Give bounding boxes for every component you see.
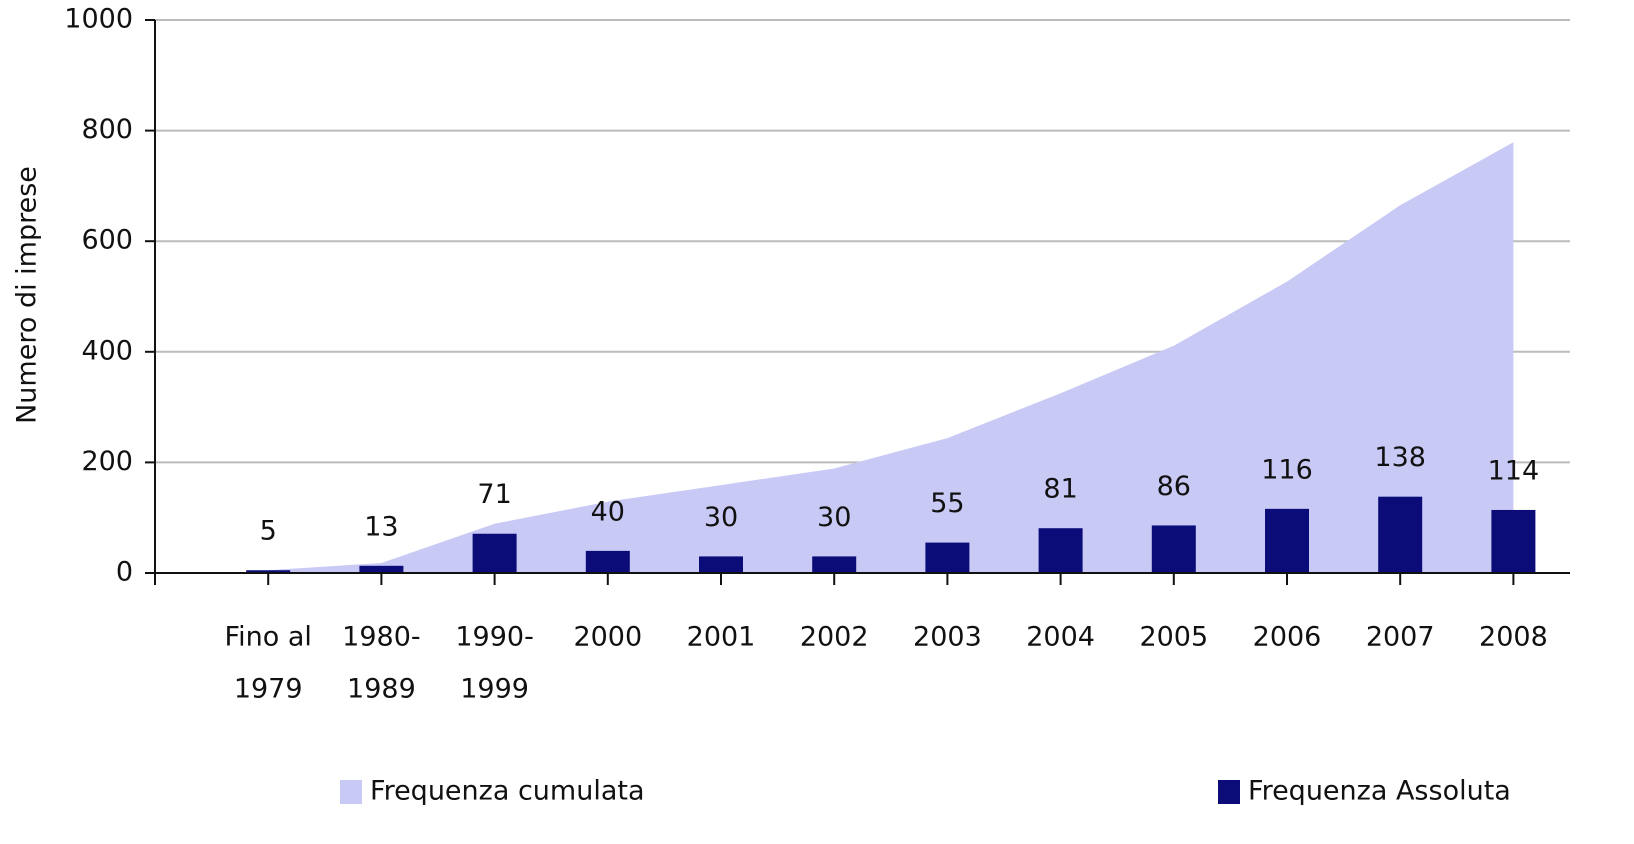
x-tick-label: Fino al (225, 622, 312, 653)
x-tick-label: 2005 (1139, 622, 1208, 653)
x-tick-label: 1980- (342, 622, 420, 653)
x-tick-label: 2007 (1366, 622, 1435, 653)
x-tick-label: 2008 (1479, 622, 1548, 653)
data-label: 81 (1043, 474, 1077, 505)
legend-swatch (1218, 780, 1240, 804)
legend-swatch (340, 780, 362, 804)
data-label: 30 (817, 502, 851, 533)
x-tick-label: 1999 (460, 674, 529, 705)
x-tick-label: 2006 (1253, 622, 1322, 653)
x-tick-label: 2002 (800, 622, 869, 653)
data-label: 55 (930, 488, 964, 519)
y-tick-label: 200 (81, 446, 133, 477)
legend-label: Frequenza Assoluta (1248, 776, 1511, 807)
data-label: 116 (1261, 454, 1313, 485)
y-axis-label: Numero di imprese (12, 166, 43, 424)
bar (812, 556, 857, 573)
x-tick-label: 2003 (913, 622, 982, 653)
bar (585, 550, 630, 573)
data-label: 40 (591, 496, 625, 527)
x-tick-label: 2000 (573, 622, 642, 653)
data-label: 13 (364, 511, 398, 542)
data-label: 86 (1157, 471, 1191, 502)
bar (1151, 525, 1196, 573)
bar (1378, 496, 1423, 573)
y-tick-label: 400 (81, 335, 133, 366)
bar (925, 542, 970, 573)
data-label: 71 (477, 479, 511, 510)
data-label: 5 (260, 516, 277, 547)
cumulative-area (268, 142, 1514, 573)
bar (472, 533, 517, 573)
bar (359, 565, 404, 573)
bar (1038, 528, 1083, 573)
bar (1265, 508, 1309, 573)
x-tick-label: 2001 (687, 622, 756, 653)
data-label: 138 (1374, 442, 1426, 473)
y-tick-label: 600 (81, 225, 133, 256)
legend-label: Frequenza cumulata (370, 776, 645, 807)
bar (246, 570, 291, 573)
x-tick-label: 1979 (234, 674, 303, 705)
y-tick-label: 800 (81, 114, 133, 145)
bar (699, 556, 743, 573)
data-label: 30 (704, 502, 738, 533)
y-tick-label: 0 (116, 557, 133, 588)
x-tick-label: 2004 (1026, 622, 1095, 653)
x-tick-label: 1989 (347, 674, 416, 705)
bar (1491, 509, 1536, 573)
x-tick-label: 1990- (455, 622, 533, 653)
y-tick-label: 1000 (64, 4, 133, 35)
data-label: 114 (1488, 455, 1540, 486)
